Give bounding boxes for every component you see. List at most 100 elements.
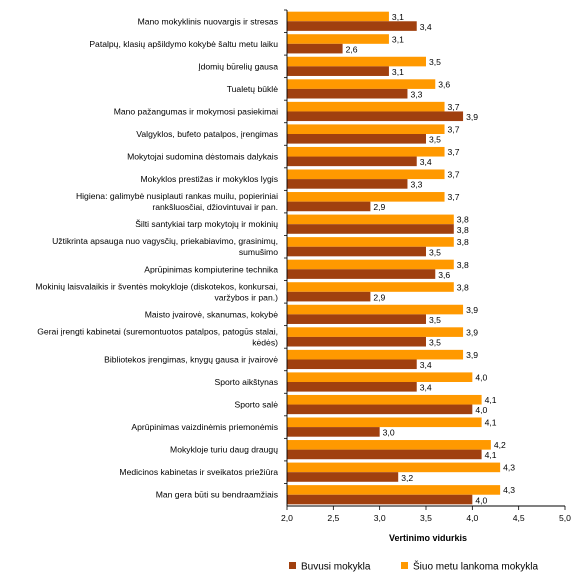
value-label-current-16: 4,0 <box>475 373 487 383</box>
x-axis: 2,0 2,5 3,0 3,5 4,0 4,5 5,0 <box>281 9 571 523</box>
category-label-6: Mokytojai sudomina dėstomais dalykais <box>127 152 278 162</box>
bar-current-7 <box>287 169 445 180</box>
x-tick-label-6: 5,0 <box>559 513 571 523</box>
bar-previous-17 <box>287 404 473 415</box>
category-label-20: Medicinos kabinetas ir sveikatos priežiū… <box>119 467 278 477</box>
bar-previous-19 <box>287 449 482 460</box>
x-tick-label-4: 4,0 <box>466 513 478 523</box>
value-label-current-3: 3,6 <box>438 79 450 89</box>
bar-previous-15 <box>287 359 417 370</box>
category-label-0: Mano mokyklinis nuovargis ir stresas <box>138 16 278 26</box>
bar-current-17 <box>287 394 482 405</box>
bar-previous-13 <box>287 314 426 324</box>
value-labels: 3,1 3,4 3,1 2,6 3,5 3,1 3,6 3,3 3,7 3,9 3,7 3,5 3,7 3… <box>346 12 516 506</box>
bar-previous-2 <box>287 66 389 76</box>
category-label-8-line-0: Higiena: galimybė nusiplauti rankas muil… <box>76 191 278 201</box>
category-label-17: Sporto salė <box>235 400 279 410</box>
bar-current-1 <box>287 34 389 44</box>
category-label-1: Patalpų, klasių apšildymo kokybė šaltu m… <box>89 39 278 49</box>
value-label-current-20: 4,3 <box>503 463 515 473</box>
value-label-current-17: 4,1 <box>485 395 497 405</box>
value-label-current-19: 4,2 <box>494 440 506 450</box>
bar-previous-21 <box>287 494 473 505</box>
category-label-19: Mokykloje turiu daug draugų <box>170 445 278 455</box>
category-label-21: Man gera būti su bendraamžiais <box>156 490 278 500</box>
value-label-current-15: 3,9 <box>466 350 478 360</box>
x-tick-label-1: 2,5 <box>327 513 339 523</box>
category-label-5: Valgyklos, bufeto patalpos, įrengimas <box>136 129 278 139</box>
legend-label-0: Buvusi mokykla <box>301 562 371 573</box>
legend-label-1: Šiuo metu lankoma mokykla <box>413 560 538 573</box>
bar-current-2 <box>287 56 426 67</box>
bar-current-15 <box>287 349 464 360</box>
category-label-12-line-0: Mokinių laisvalaikis ir šventės mokykloj… <box>35 281 278 291</box>
category-label-11: Aprūpinimas kompiuterine technika <box>144 264 278 274</box>
x-tick-label-3: 3,5 <box>420 513 432 523</box>
bar-previous-12 <box>287 291 371 302</box>
bar-current-16 <box>287 372 473 382</box>
bar-previous-5 <box>287 134 426 144</box>
category-label-10-line-0: Užtikrinta apsauga nuo vagysčių, priekab… <box>52 236 278 246</box>
bar-current-11 <box>287 259 454 270</box>
bar-current-0 <box>287 11 389 22</box>
value-label-previous-21: 4,0 <box>475 495 487 505</box>
category-label-14-line-0: Gerai įrengti kabinetai (suremontuotos p… <box>37 326 278 336</box>
x-axis-label: Vertinimo vidurkis <box>389 533 467 543</box>
value-label-previous-15: 3,4 <box>420 360 432 370</box>
x-tick-label-5: 4,5 <box>513 513 525 523</box>
bar-current-13 <box>287 304 464 315</box>
bar-previous-0 <box>287 21 417 31</box>
value-label-previous-12: 2,9 <box>373 292 385 302</box>
category-label-9: Šilti santykiai tarp mokytojų ir mokinių <box>135 219 278 229</box>
bar-previous-1 <box>287 43 343 54</box>
category-label-3: Tualetų būklė <box>227 84 278 94</box>
category-label-13: Maisto įvairovė, skanumas, kokybė <box>145 309 278 319</box>
x-tick-label-0: 2,0 <box>281 513 293 523</box>
value-label-current-5: 3,7 <box>448 125 460 135</box>
value-label-current-18: 4,1 <box>485 418 497 428</box>
value-label-previous-7: 3,3 <box>410 180 422 190</box>
value-label-current-1: 3,1 <box>392 34 404 44</box>
value-label-current-7: 3,7 <box>448 170 460 180</box>
bar-current-14 <box>287 327 464 337</box>
value-label-previous-9: 3,8 <box>457 225 469 235</box>
value-label-previous-0: 3,4 <box>420 22 432 32</box>
category-labels: Mano mokyklinis nuovargis ir stresas Pata… <box>35 16 278 499</box>
value-label-current-0: 3,1 <box>392 12 404 22</box>
bar-previous-11 <box>287 269 436 279</box>
value-label-current-9: 3,8 <box>457 215 469 225</box>
value-label-current-6: 3,7 <box>448 147 460 157</box>
value-label-previous-17: 4,0 <box>475 405 487 415</box>
value-label-previous-20: 3,2 <box>401 473 413 483</box>
bar-previous-9 <box>287 224 454 234</box>
value-label-previous-14: 3,5 <box>429 338 441 348</box>
legend: Buvusi mokykla Šiuo metu lankoma mokykla <box>289 560 538 573</box>
bar-previous-4 <box>287 111 464 122</box>
value-label-previous-8: 2,9 <box>373 202 385 212</box>
value-label-current-8: 3,7 <box>448 192 460 202</box>
bar-current-5 <box>287 124 445 134</box>
bars-group <box>287 11 501 505</box>
bar-current-3 <box>287 79 436 89</box>
bar-previous-10 <box>287 246 426 257</box>
bar-current-19 <box>287 440 491 450</box>
value-label-previous-19: 4,1 <box>485 450 497 460</box>
category-label-7: Mokyklos prestižas ir mokyklos lygis <box>140 174 278 184</box>
category-label-4: Mano pažangumas ir mokymosi pasiekimai <box>114 106 278 116</box>
value-label-previous-4: 3,9 <box>466 112 478 122</box>
value-label-previous-1: 2,6 <box>346 44 358 54</box>
bar-previous-7 <box>287 179 408 189</box>
legend-swatch-1 <box>401 562 408 569</box>
value-label-current-2: 3,5 <box>429 57 441 67</box>
category-label-2: Įdomių būrelių gausa <box>198 61 278 71</box>
category-label-8-line-1: rankšluosčiai, džiovintuvai ir pan. <box>152 202 278 212</box>
bar-previous-14 <box>287 336 426 347</box>
bar-previous-3 <box>287 88 408 99</box>
value-label-previous-5: 3,5 <box>429 135 441 145</box>
value-label-current-13: 3,9 <box>466 305 478 315</box>
value-label-current-11: 3,8 <box>457 260 469 270</box>
bar-previous-8 <box>287 201 371 212</box>
bar-current-8 <box>287 192 445 202</box>
bar-current-6 <box>287 146 445 157</box>
